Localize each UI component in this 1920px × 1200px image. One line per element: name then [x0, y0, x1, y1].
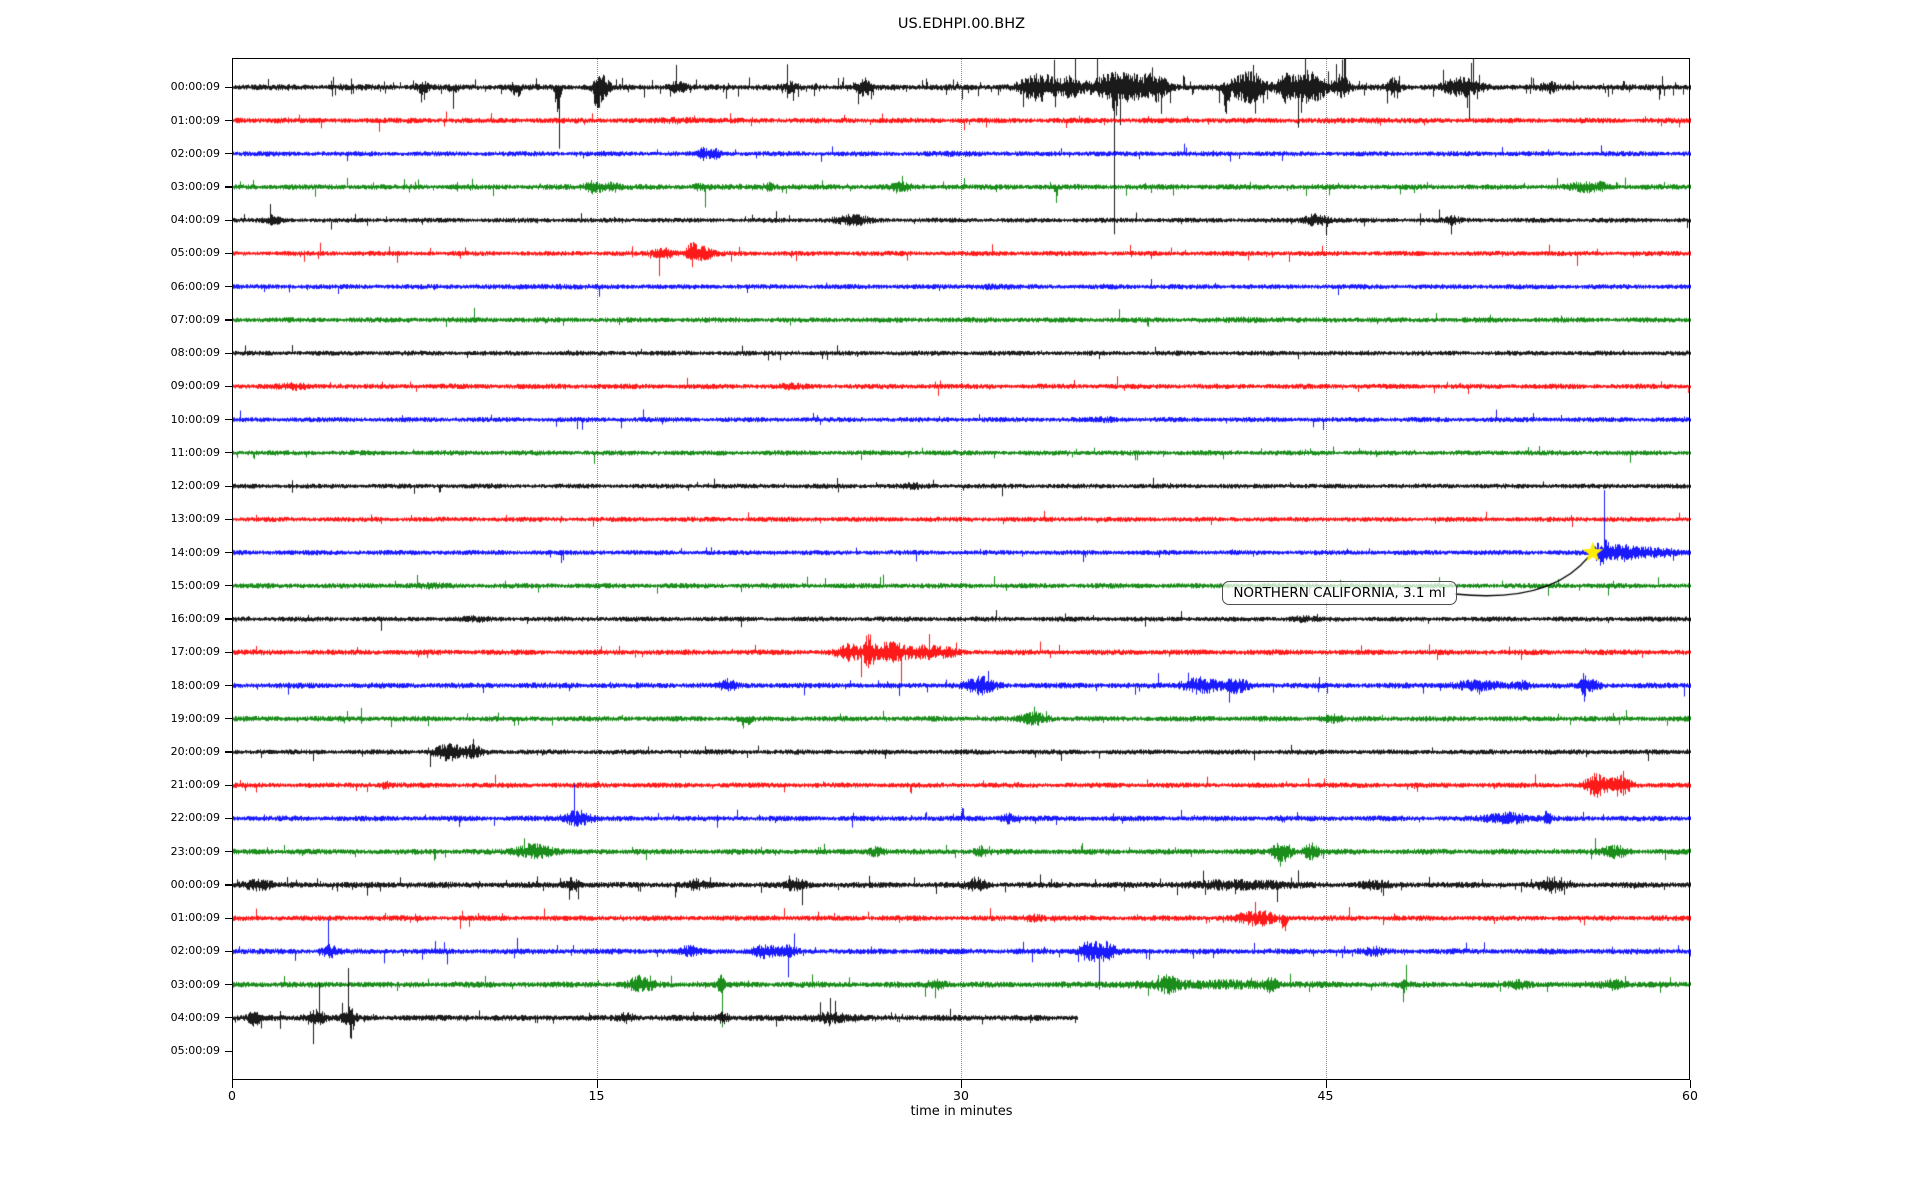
trace-hour-label: 17:00:09	[170, 645, 220, 659]
y-axis-tick	[225, 86, 232, 88]
y-axis-tick	[225, 751, 232, 753]
y-axis-tick	[225, 684, 232, 687]
y-axis-tick	[225, 984, 232, 986]
y-axis-tick	[225, 119, 232, 122]
trace-hour-label: 13:00:09	[170, 512, 220, 526]
trace-hour-label: 03:00:09	[170, 977, 220, 991]
trace-hour-label: 21:00:09	[170, 778, 220, 792]
plot-title: US.EDHPI.00.BHZ	[897, 16, 1026, 32]
y-axis-tick	[225, 817, 232, 820]
y-axis-tick	[225, 352, 232, 354]
trace-hour-label: 18:00:09	[170, 678, 220, 692]
trace-hour-label: 16:00:09	[170, 612, 220, 626]
seismogram-trace-canvas	[232, 58, 1691, 1080]
y-axis-tick	[225, 319, 232, 321]
x-tick-label: 0	[228, 1088, 236, 1103]
trace-hour-label: 10:00:09	[170, 412, 220, 426]
x-tick-label: 60	[1682, 1088, 1698, 1103]
trace-hour-label: 01:00:09	[170, 911, 220, 925]
trace-hour-label: 00:00:09	[170, 877, 220, 891]
trace-hour-label: 04:00:09	[170, 1010, 220, 1024]
trace-hour-label: 04:00:09	[170, 213, 220, 227]
trace-hour-label: 05:00:09	[170, 246, 220, 260]
y-axis-tick	[225, 286, 232, 288]
trace-hour-label: 02:00:09	[170, 944, 220, 958]
x-axis-tick	[232, 1080, 234, 1088]
x-axis-label: time in minutes	[910, 1104, 1013, 1119]
trace-hour-label: 23:00:09	[170, 844, 220, 858]
y-axis-tick	[225, 718, 232, 720]
x-tick-label: 30	[953, 1088, 969, 1103]
y-axis-tick	[225, 1050, 232, 1052]
trace-hour-label: 19:00:09	[170, 711, 220, 725]
trace-hour-label: 12:00:09	[170, 479, 220, 493]
trace-hour-label: 03:00:09	[170, 180, 220, 193]
trace-hour-label: 01:00:09	[170, 113, 220, 127]
y-axis-tick	[225, 551, 232, 554]
trace-hour-label: 15:00:09	[170, 578, 220, 592]
trace-hour-label: 07:00:09	[170, 312, 220, 326]
y-axis-tick	[225, 485, 232, 487]
y-axis-tick	[225, 784, 232, 786]
x-tick-label: 15	[588, 1088, 605, 1103]
event-annotation-label: NORTHERN CALIFORNIA, 3.1 ml	[1222, 581, 1457, 605]
trace-hour-label: 14:00:09	[170, 545, 220, 559]
y-axis-tick	[225, 884, 232, 886]
trace-hour-label: 08:00:09	[170, 346, 220, 360]
trace-hour-label: 09:00:09	[170, 379, 220, 393]
y-axis-tick	[225, 950, 232, 952]
y-axis-tick	[225, 585, 232, 587]
trace-hour-label: 02:00:09	[170, 146, 220, 160]
trace-hour-label: 05:00:09	[170, 1044, 220, 1058]
trace-hour-label: 00:00:09	[170, 80, 220, 94]
x-axis-tick	[1690, 1080, 1692, 1088]
trace-hour-label: 22:00:09	[170, 811, 220, 825]
y-axis-tick	[225, 186, 232, 188]
y-axis-tick	[225, 618, 232, 620]
x-axis-tick	[596, 1080, 598, 1088]
y-axis-tick	[225, 252, 232, 255]
y-axis-tick	[225, 452, 232, 454]
y-axis-tick	[225, 651, 232, 653]
y-axis-tick	[225, 851, 232, 853]
y-axis-tick	[225, 518, 232, 520]
x-axis-tick	[961, 1080, 963, 1088]
x-axis-tick	[1325, 1080, 1327, 1088]
x-tick-label: 45	[1317, 1088, 1334, 1103]
trace-hour-label: 11:00:09	[170, 445, 220, 459]
y-axis-tick	[225, 1017, 232, 1019]
y-axis-tick	[225, 917, 232, 919]
y-axis-tick	[225, 153, 232, 155]
y-axis-tick	[225, 219, 232, 221]
trace-hour-label: 06:00:09	[170, 279, 220, 293]
y-axis-tick	[225, 385, 232, 387]
y-axis-tick	[225, 419, 232, 421]
trace-hour-label: 20:00:09	[170, 745, 220, 758]
